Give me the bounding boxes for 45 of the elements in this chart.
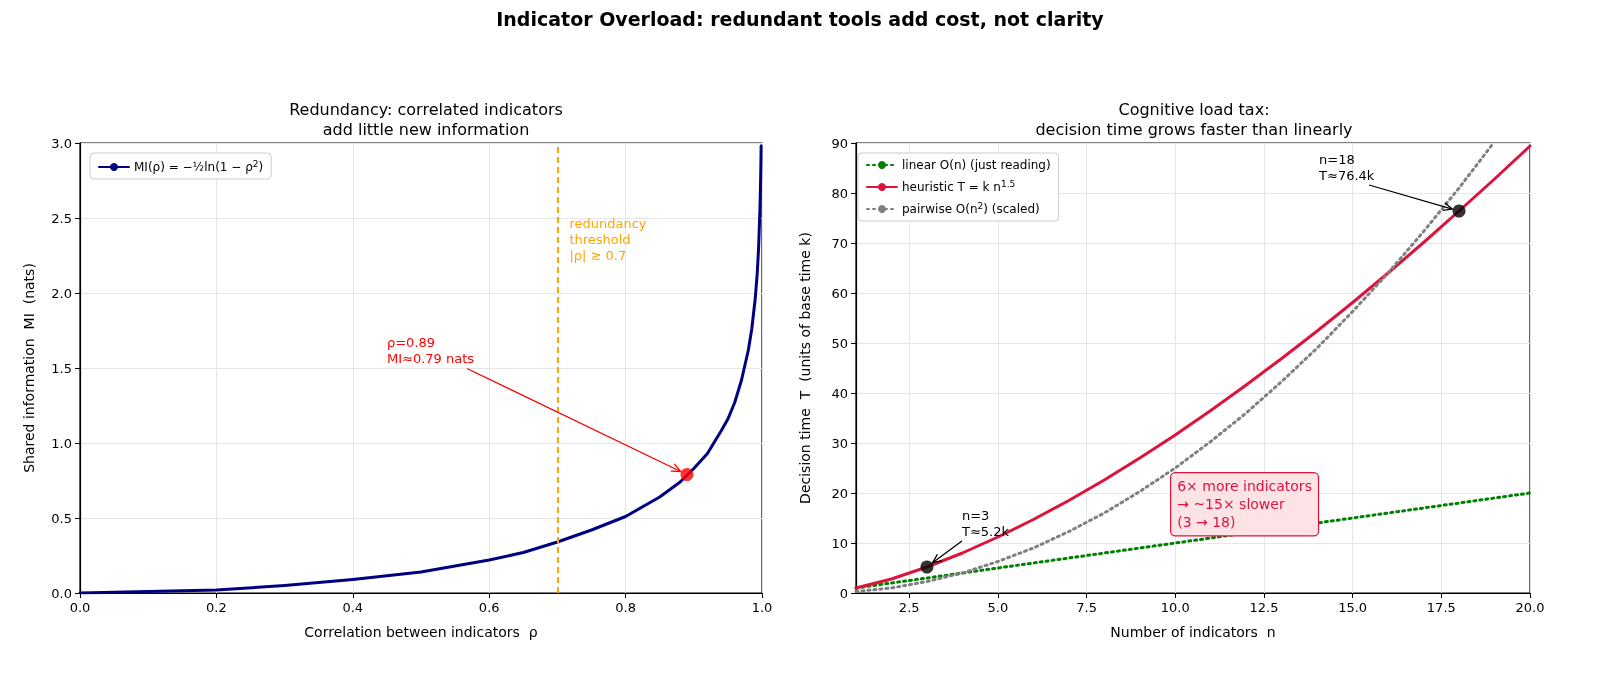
chart-title: Cognitive load tax: decision time grows faster than linearly [1035, 99, 1353, 139]
y-axis-title: Shared information MI (nats) [21, 263, 37, 473]
x-tick-label: 12.5 [1249, 600, 1279, 615]
y-tick-label: 20 [831, 485, 848, 501]
x-axis-title: Number of indicators n [1110, 624, 1276, 640]
x-tick-label: 17.5 [1426, 600, 1456, 615]
y-tick-label: 2.0 [51, 285, 72, 301]
x-tick-label: 1.0 [751, 600, 773, 615]
x-tick-label: 0.6 [478, 600, 500, 615]
x-tick-label: 20.0 [1515, 600, 1545, 615]
y-tick-label: 0.0 [51, 585, 72, 601]
y-tick-label: 2.5 [51, 210, 72, 226]
x-axis-title: Correlation between indicators ρ [304, 624, 538, 640]
annotation: n=3 T≈5.2k [960, 507, 1010, 539]
x-tick-label: 0.4 [342, 600, 364, 615]
y-tick-label: 50 [831, 335, 848, 351]
ref-line-label: redundancy threshold |ρ| ≳ 0.7 [569, 215, 647, 263]
y-axis-title: Decision time T (units of base time k) [797, 232, 813, 504]
line-series [78, 144, 763, 595]
y-tick-label: 80 [831, 185, 848, 201]
text: Indicator Overload: redundant tools add cost, not clarity [495, 8, 1105, 30]
x-tick-label: 0.8 [615, 600, 636, 615]
y-tick-label: 3.0 [51, 135, 72, 151]
x-tick-label: 10.0 [1160, 600, 1190, 615]
x-tick-label: 15.0 [1338, 600, 1368, 615]
x-tick-label: 5.0 [987, 600, 1009, 615]
y-tick-label: 10 [831, 535, 848, 551]
y-tick-label: 40 [831, 385, 848, 401]
annotation: 6× more indicators → ~15× slower (3 → 18) [1177, 478, 1312, 531]
x-tick-label: 0.2 [206, 600, 227, 615]
annotation: ρ=0.89 MI≈0.79 nats [386, 335, 475, 366]
x-tick-label: 2.5 [898, 600, 920, 615]
y-tick-label: 90 [831, 135, 848, 151]
y-tick-label: 0.5 [51, 510, 72, 526]
y-tick-label: 30 [831, 435, 848, 451]
annotation: n=18 T≈76.4k [1318, 151, 1375, 183]
x-tick-label: 7.5 [1076, 600, 1097, 615]
y-tick-label: 1.5 [51, 360, 72, 376]
y-tick-label: 1.0 [51, 435, 72, 451]
chart-title: Redundancy: correlated indicators add little new information [289, 99, 563, 139]
y-tick-label: 0 [839, 585, 848, 601]
y-tick-label: 60 [831, 285, 848, 301]
legend-label: linear O(n) (just reading) [902, 158, 1051, 172]
y-tick-label: 70 [831, 235, 848, 251]
x-tick-label: 0.0 [69, 600, 91, 615]
